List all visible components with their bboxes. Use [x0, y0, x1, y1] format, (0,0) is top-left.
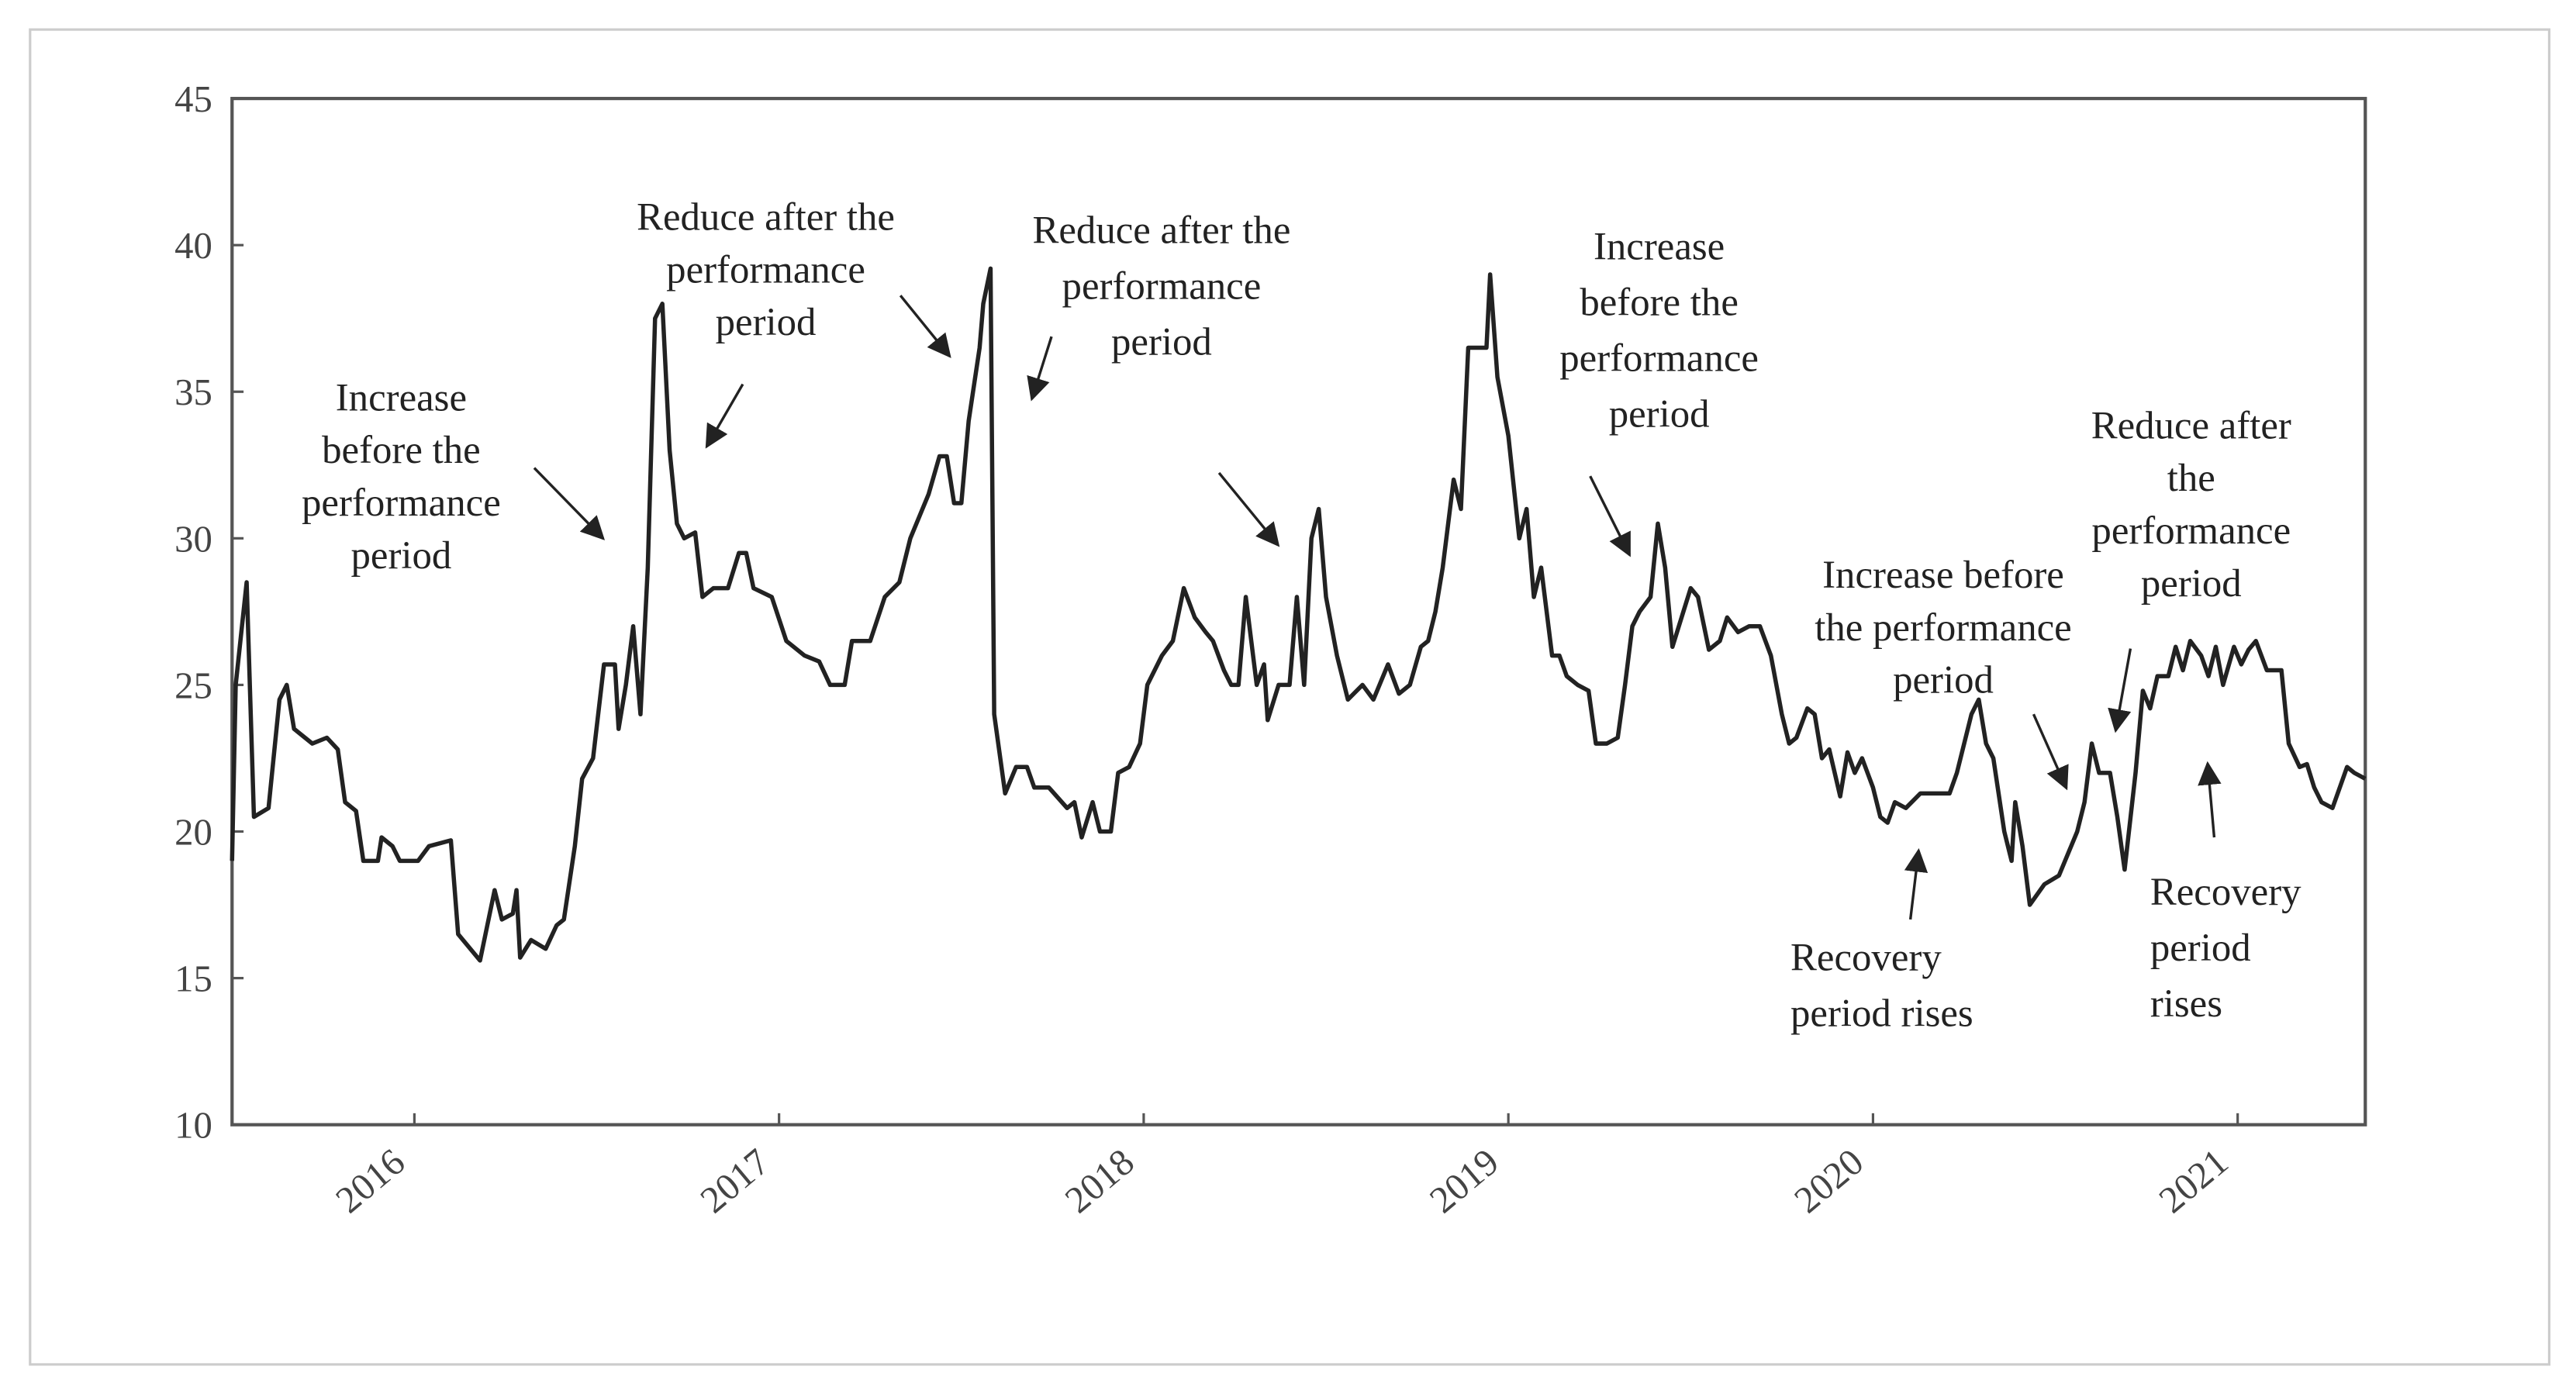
y-tick-label: 25 [174, 664, 212, 706]
y-tick-label: 15 [174, 958, 212, 1000]
data-line [230, 266, 2367, 963]
annotation-arrow [1027, 336, 1053, 402]
annotation-arrow [1904, 847, 1929, 920]
annotation-text: period [1893, 658, 1994, 702]
annotation-text: period rises [1790, 992, 1973, 1035]
annotation-text: before the [1580, 281, 1739, 324]
annotation-text: Increase [1594, 225, 1725, 268]
y-tick-label: 10 [174, 1105, 212, 1147]
y-tick-label: 45 [174, 78, 212, 120]
annotation-arrow [2198, 761, 2222, 838]
annotation-text: Recovery [2150, 870, 2301, 913]
annotation-text: rises [2150, 982, 2222, 1025]
annotation-arrow [899, 295, 951, 358]
y-tick-label: 30 [174, 518, 212, 560]
annotation-text: performance [1559, 336, 1759, 380]
annotation-text: period [716, 300, 817, 343]
y-tick-label: 20 [174, 811, 212, 853]
annotation-text: performance [1062, 264, 1262, 307]
outer-border [29, 28, 2551, 1366]
plot-frame [230, 96, 2367, 1127]
annotation-text: Reduce after the [1032, 208, 1290, 251]
annotation-arrow [2032, 713, 2069, 791]
annotation-arrow [1589, 475, 1632, 557]
annotation-text: performance [666, 247, 865, 291]
annotation-text: the performance [1815, 606, 2072, 649]
y-tick-label: 40 [174, 225, 212, 267]
annotation-arrow [533, 467, 606, 540]
annotation-text: performance [2091, 509, 2291, 552]
annotation-text: period [350, 533, 451, 577]
annotation-text: Increase before [1822, 553, 2064, 596]
annotation-text: performance [302, 481, 501, 524]
annotation-arrow [705, 383, 744, 449]
annotation-text: period [2150, 926, 2251, 969]
annotation-arrow [2108, 648, 2132, 733]
y-tick-label: 35 [174, 371, 212, 413]
annotation-text: period [1111, 319, 1212, 363]
annotation-text: period [2141, 561, 2242, 605]
annotation-text: Reduce after the [637, 195, 895, 238]
annotation-text: period [1609, 392, 1710, 436]
annotation-text: before the [322, 428, 481, 471]
annotation-text: Reduce after [2091, 403, 2291, 447]
annotation-text: the [2167, 456, 2215, 499]
annotation-arrow [1217, 471, 1280, 547]
annotation-text: Recovery [1790, 936, 1942, 979]
annotation-text: Increase [336, 375, 467, 419]
